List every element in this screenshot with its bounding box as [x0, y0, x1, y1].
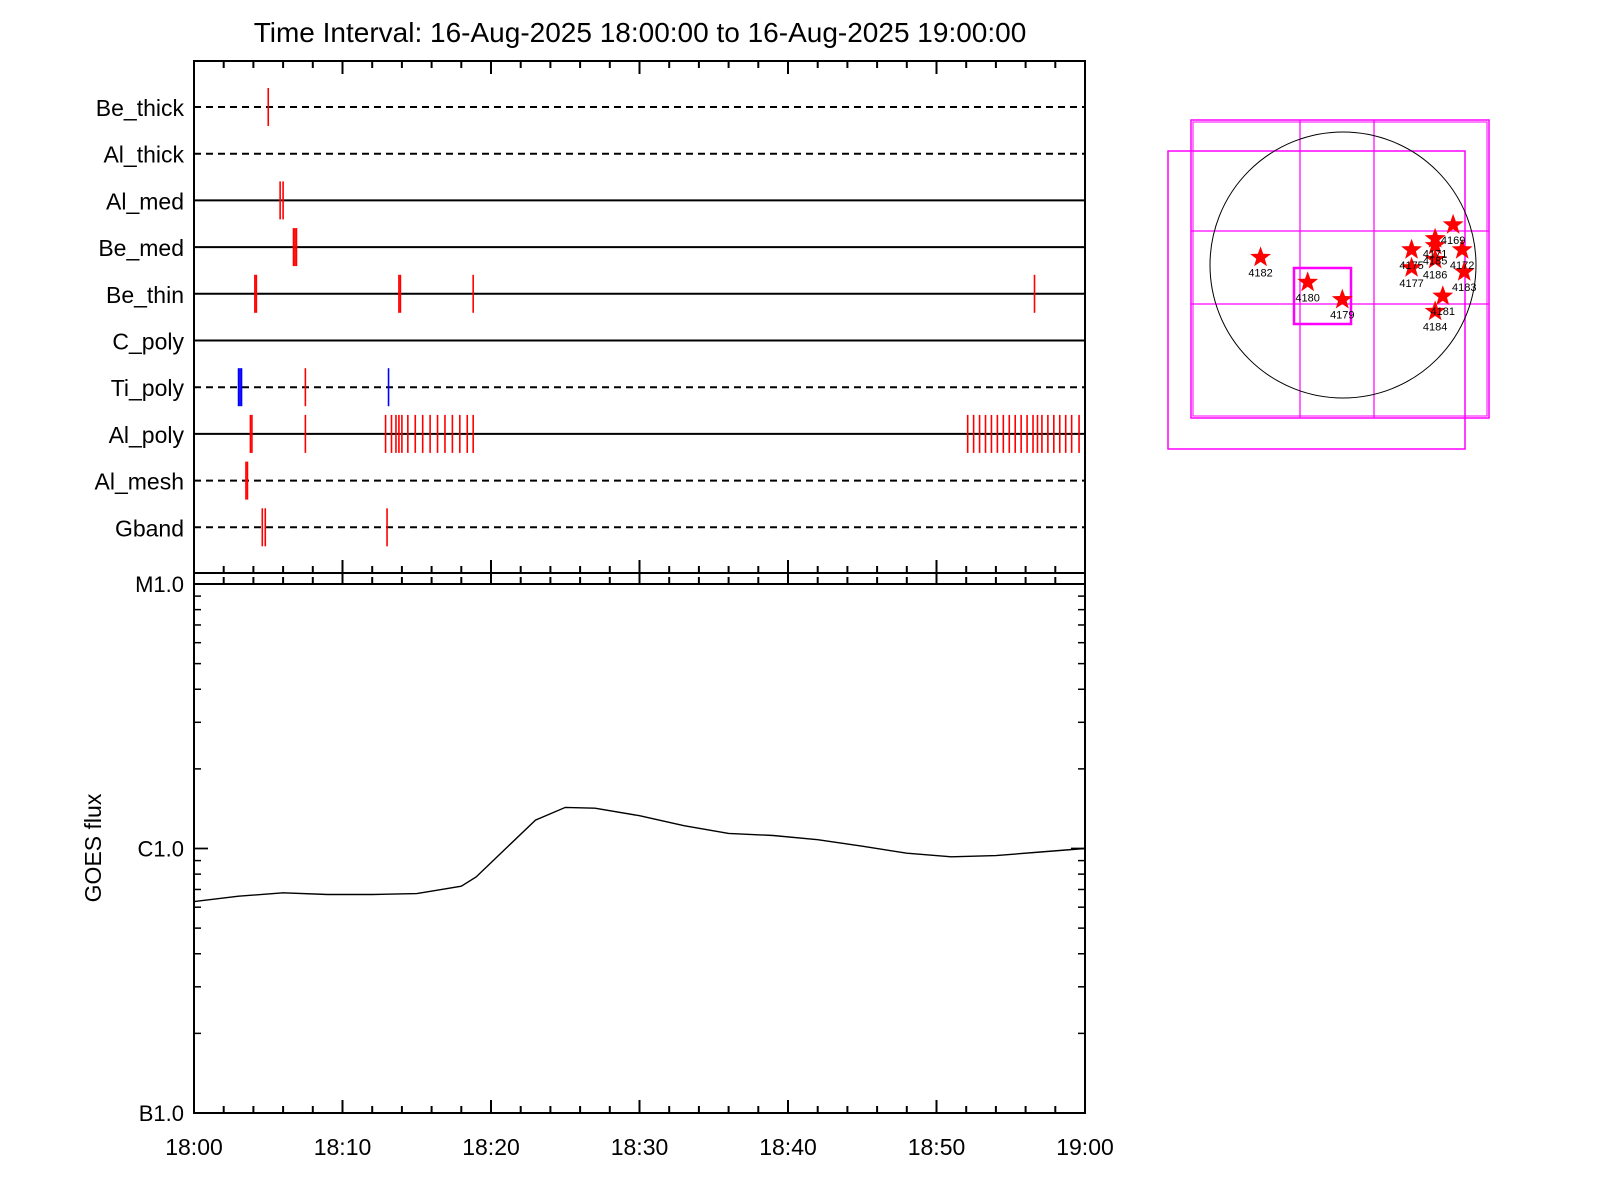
goes-x-tick-label: 18:10	[314, 1134, 372, 1160]
goes-flux-line	[193, 806, 1086, 903]
timeline-row-label: Al_thick	[103, 142, 184, 168]
chart-title: Time Interval: 16-Aug-2025 18:00:00 to 1…	[254, 17, 1027, 48]
active-region-star	[1331, 288, 1353, 309]
goes-y-axis-label: GOES flux	[80, 793, 106, 902]
timeline-row-label: Be_thin	[106, 282, 184, 308]
active-region-star	[1424, 234, 1446, 255]
fov-box-small	[1292, 266, 1353, 326]
active-region-star	[1424, 300, 1446, 321]
goes-x-tick-label: 18:20	[462, 1134, 520, 1160]
timeline-row-label: Be_med	[98, 235, 184, 261]
active-region-star	[1451, 238, 1473, 259]
active-region-star	[1424, 248, 1446, 269]
fov-box-outer-a	[1167, 150, 1466, 450]
active-region-star	[1401, 238, 1422, 259]
timeline-row-label: Be_thick	[96, 95, 185, 121]
active-region-label: 4181	[1431, 306, 1455, 318]
timeline-row-label: Al_mesh	[95, 469, 184, 495]
active-region-label: 4169	[1441, 235, 1465, 247]
goes-y-tick-label: C1.0	[138, 837, 184, 862]
active-region-star	[1401, 256, 1422, 277]
timeline-row-label: Ti_poly	[111, 375, 185, 401]
timeline-row-label: Al_med	[106, 188, 184, 214]
goes-frame	[193, 583, 1086, 1114]
active-region-star	[1297, 271, 1319, 292]
active-region-star	[1250, 246, 1271, 267]
active-region-label: 4180	[1295, 292, 1319, 304]
goes-x-tick-label: 19:00	[1056, 1134, 1114, 1160]
timeline-row-label: Al_poly	[109, 422, 185, 448]
timeline-row-label: Gband	[115, 515, 184, 541]
fov-box-outer-b	[1190, 119, 1490, 419]
active-region-label: 4184	[1423, 321, 1447, 333]
goes-x-tick-label: 18:40	[759, 1134, 817, 1160]
timeline-row-label: C_poly	[112, 329, 184, 355]
goes-y-tick-label: B1.0	[139, 1101, 184, 1126]
goes-x-tick-label: 18:50	[908, 1134, 966, 1160]
active-region-label: 4179	[1330, 310, 1354, 322]
timeline-panel: Be_thick Al_thick Al_med Be_med Be_thin C_pol…	[95, 60, 1086, 574]
goes-x-tick-label: 18:30	[611, 1134, 669, 1160]
active-region-label: 4183	[1452, 282, 1476, 294]
active-region-star	[1453, 260, 1475, 281]
active-region-label: 4175	[1399, 260, 1423, 272]
active-region-label: 4172	[1450, 260, 1474, 272]
active-region-label: 4177	[1399, 278, 1423, 290]
fov-box-outer-c	[1192, 121, 1488, 417]
active-region-label: 4186	[1423, 269, 1447, 281]
goes-flux-panel: 18:00 18:10 18:20 18:30 18:40 18:50 19:00 M1.0 C…	[80, 571, 1114, 1160]
timeline-frame	[193, 60, 1086, 574]
goes-y-tick-label: M1.0	[135, 572, 184, 597]
active-region-label: 4185	[1423, 256, 1447, 268]
solar-disk-limb	[1209, 131, 1477, 399]
goes-x-tick-label: 18:00	[165, 1134, 223, 1160]
active-region-label: 4171	[1423, 249, 1447, 261]
active-region-label: 4182	[1248, 267, 1272, 279]
active-region-star	[1442, 213, 1464, 234]
active-region-star	[1432, 285, 1454, 306]
